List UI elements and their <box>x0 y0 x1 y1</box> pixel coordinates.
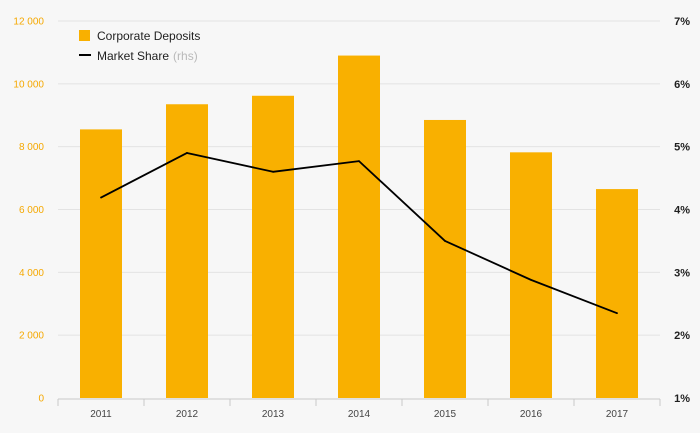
left-axis-ticks: 0 2 000 4 000 6 000 8 000 10 000 12 000 <box>13 17 44 405</box>
left-tick-label: 10 000 <box>13 79 44 90</box>
right-tick-label: 5% <box>674 142 690 154</box>
bar-2013 <box>252 95 294 398</box>
right-tick-label: 7% <box>674 16 690 28</box>
bar-2017 <box>596 189 638 398</box>
x-tick-label: 2015 <box>434 409 457 420</box>
right-tick-label: 6% <box>674 79 690 91</box>
market-share-point-2016 <box>530 278 532 281</box>
bar-series <box>80 55 638 399</box>
market-share-point-2012 <box>186 152 188 154</box>
x-axis-ticks: 2011 2012 2013 2014 2015 2016 2017 <box>90 409 628 420</box>
bar-2011 <box>80 129 122 398</box>
market-share-point-2013 <box>272 170 274 173</box>
line-series <box>100 152 618 315</box>
market-share-point-2015 <box>444 240 446 242</box>
market-share-point-2014 <box>358 160 360 163</box>
legend: Corporate Deposits Market Share (rhs) <box>79 29 200 63</box>
market-share-point-2017 <box>616 312 618 315</box>
left-tick-label: 0 <box>38 394 44 405</box>
right-tick-label: 4% <box>674 205 690 217</box>
legend-label-bar: Corporate Deposits <box>97 29 200 43</box>
bar-2015 <box>424 119 466 399</box>
left-tick-label: 6 000 <box>19 205 44 216</box>
market-share-point-2011 <box>100 196 102 199</box>
bar-2016 <box>510 152 552 398</box>
x-tick-label: 2016 <box>520 409 543 420</box>
right-axis-ticks: 1% 2% 3% 4% 5% 6% 7% <box>674 16 690 405</box>
right-tick-label: 1% <box>674 393 690 405</box>
right-tick-label: 3% <box>674 267 690 279</box>
x-tick-label: 2014 <box>348 409 371 420</box>
left-tick-label: 8 000 <box>19 142 44 153</box>
x-tick-label: 2017 <box>606 409 629 420</box>
legend-swatch-bar <box>79 30 90 41</box>
left-tick-label: 4 000 <box>19 268 44 279</box>
left-tick-label: 12 000 <box>13 17 44 28</box>
x-tick-label: 2013 <box>262 409 285 420</box>
x-tick-label: 2012 <box>176 409 199 420</box>
bar-2012 <box>166 104 208 399</box>
left-tick-label: 2 000 <box>19 331 44 342</box>
right-tick-label: 2% <box>674 330 690 342</box>
bar-2014 <box>338 55 380 398</box>
legend-label-line: Market Share (rhs) <box>97 49 198 63</box>
x-tick-label: 2011 <box>90 409 112 420</box>
x-axis <box>57 398 661 406</box>
